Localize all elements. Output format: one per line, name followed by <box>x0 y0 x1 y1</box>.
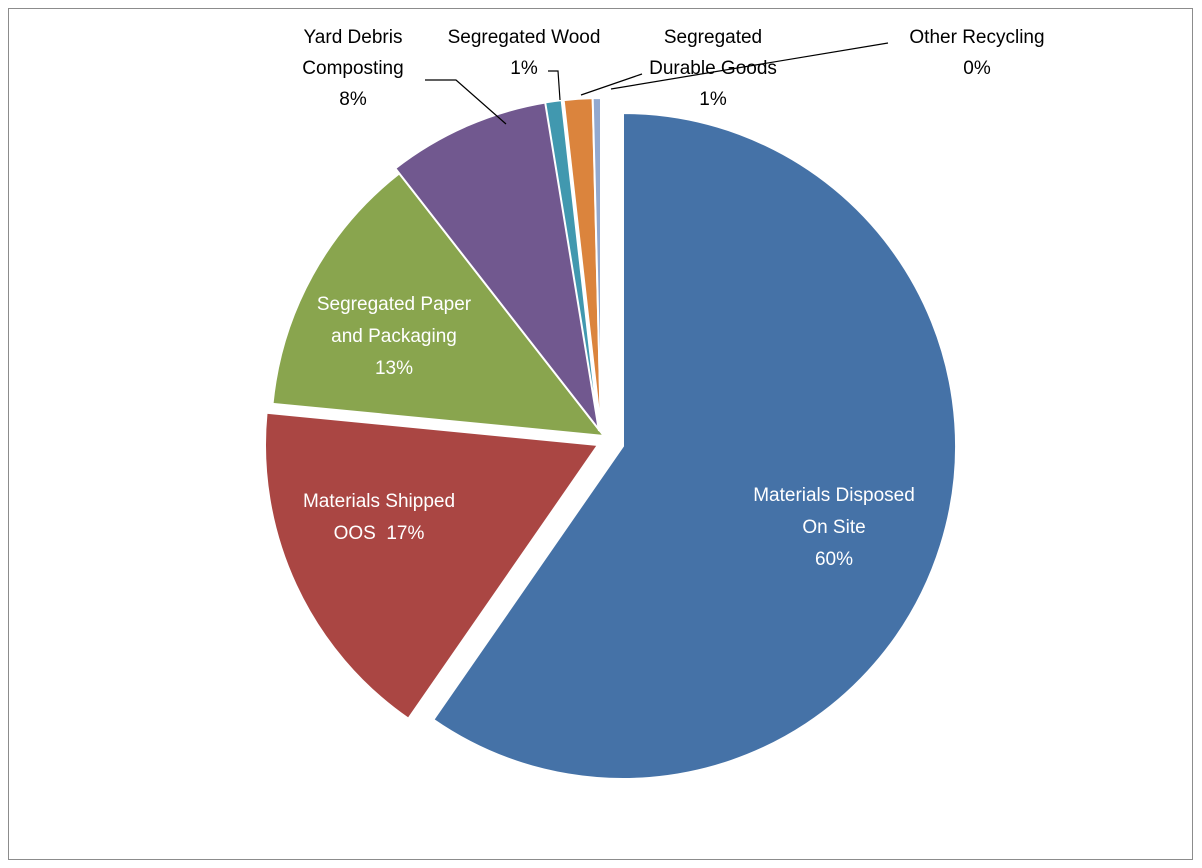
leader-line-yard-debris-composting <box>425 79 507 125</box>
pie-slice-materials-shipped-oos <box>264 411 600 721</box>
data-label-yard-debris-composting: Yard Debris Composting 8% <box>302 27 403 110</box>
leader-line-segregated-wood <box>548 70 561 101</box>
data-label-line: 13% <box>375 358 413 379</box>
data-label-line: Segregated Paper <box>317 294 472 315</box>
data-label-line: 8% <box>339 89 367 110</box>
data-label-line: Composting <box>302 58 403 79</box>
data-label-line: On Site <box>802 517 865 538</box>
data-label-segregated-wood: Segregated Wood 1% <box>448 27 601 79</box>
pie-slice-segregated-paper-and-packaging <box>271 171 607 438</box>
data-label-line: Segregated <box>664 27 762 48</box>
data-label-line: 60% <box>815 549 853 570</box>
leader-line-other-recycling <box>610 42 889 90</box>
data-label-line: 1% <box>510 58 538 79</box>
data-label-line: Yard Debris <box>304 27 403 48</box>
data-label-segregated-durable-goods: Segregated Durable Goods 1% <box>649 27 777 110</box>
data-label-line: 0% <box>963 58 991 79</box>
data-label-materials-shipped-oos: Materials Shipped OOS 17% <box>303 491 455 544</box>
data-label-other-recycling: Other Recycling 0% <box>909 27 1044 79</box>
leader-line-segregated-durable-goods <box>580 73 643 96</box>
pie-slice-segregated-wood <box>544 98 600 432</box>
data-label-line: Durable Goods <box>649 58 777 79</box>
data-label-line: Segregated Wood <box>448 27 601 48</box>
data-label-line: Materials Shipped <box>303 491 455 512</box>
data-label-materials-disposed-on-site: Materials Disposed On Site 60% <box>753 485 915 570</box>
data-label-line: and Packaging <box>331 326 457 347</box>
data-label-segregated-paper-and-packaging: Segregated Paper and Packaging 13% <box>317 294 472 379</box>
pie-slice-yard-debris-composting <box>393 101 601 432</box>
data-label-line: OOS 17% <box>334 523 425 544</box>
data-label-line: 1% <box>699 89 727 110</box>
pie-slice-materials-disposed-on-site <box>431 111 957 780</box>
data-label-line: Materials Disposed <box>753 485 915 506</box>
pie-slice-other-recycling <box>591 96 602 432</box>
data-label-line: Other Recycling <box>909 27 1044 48</box>
